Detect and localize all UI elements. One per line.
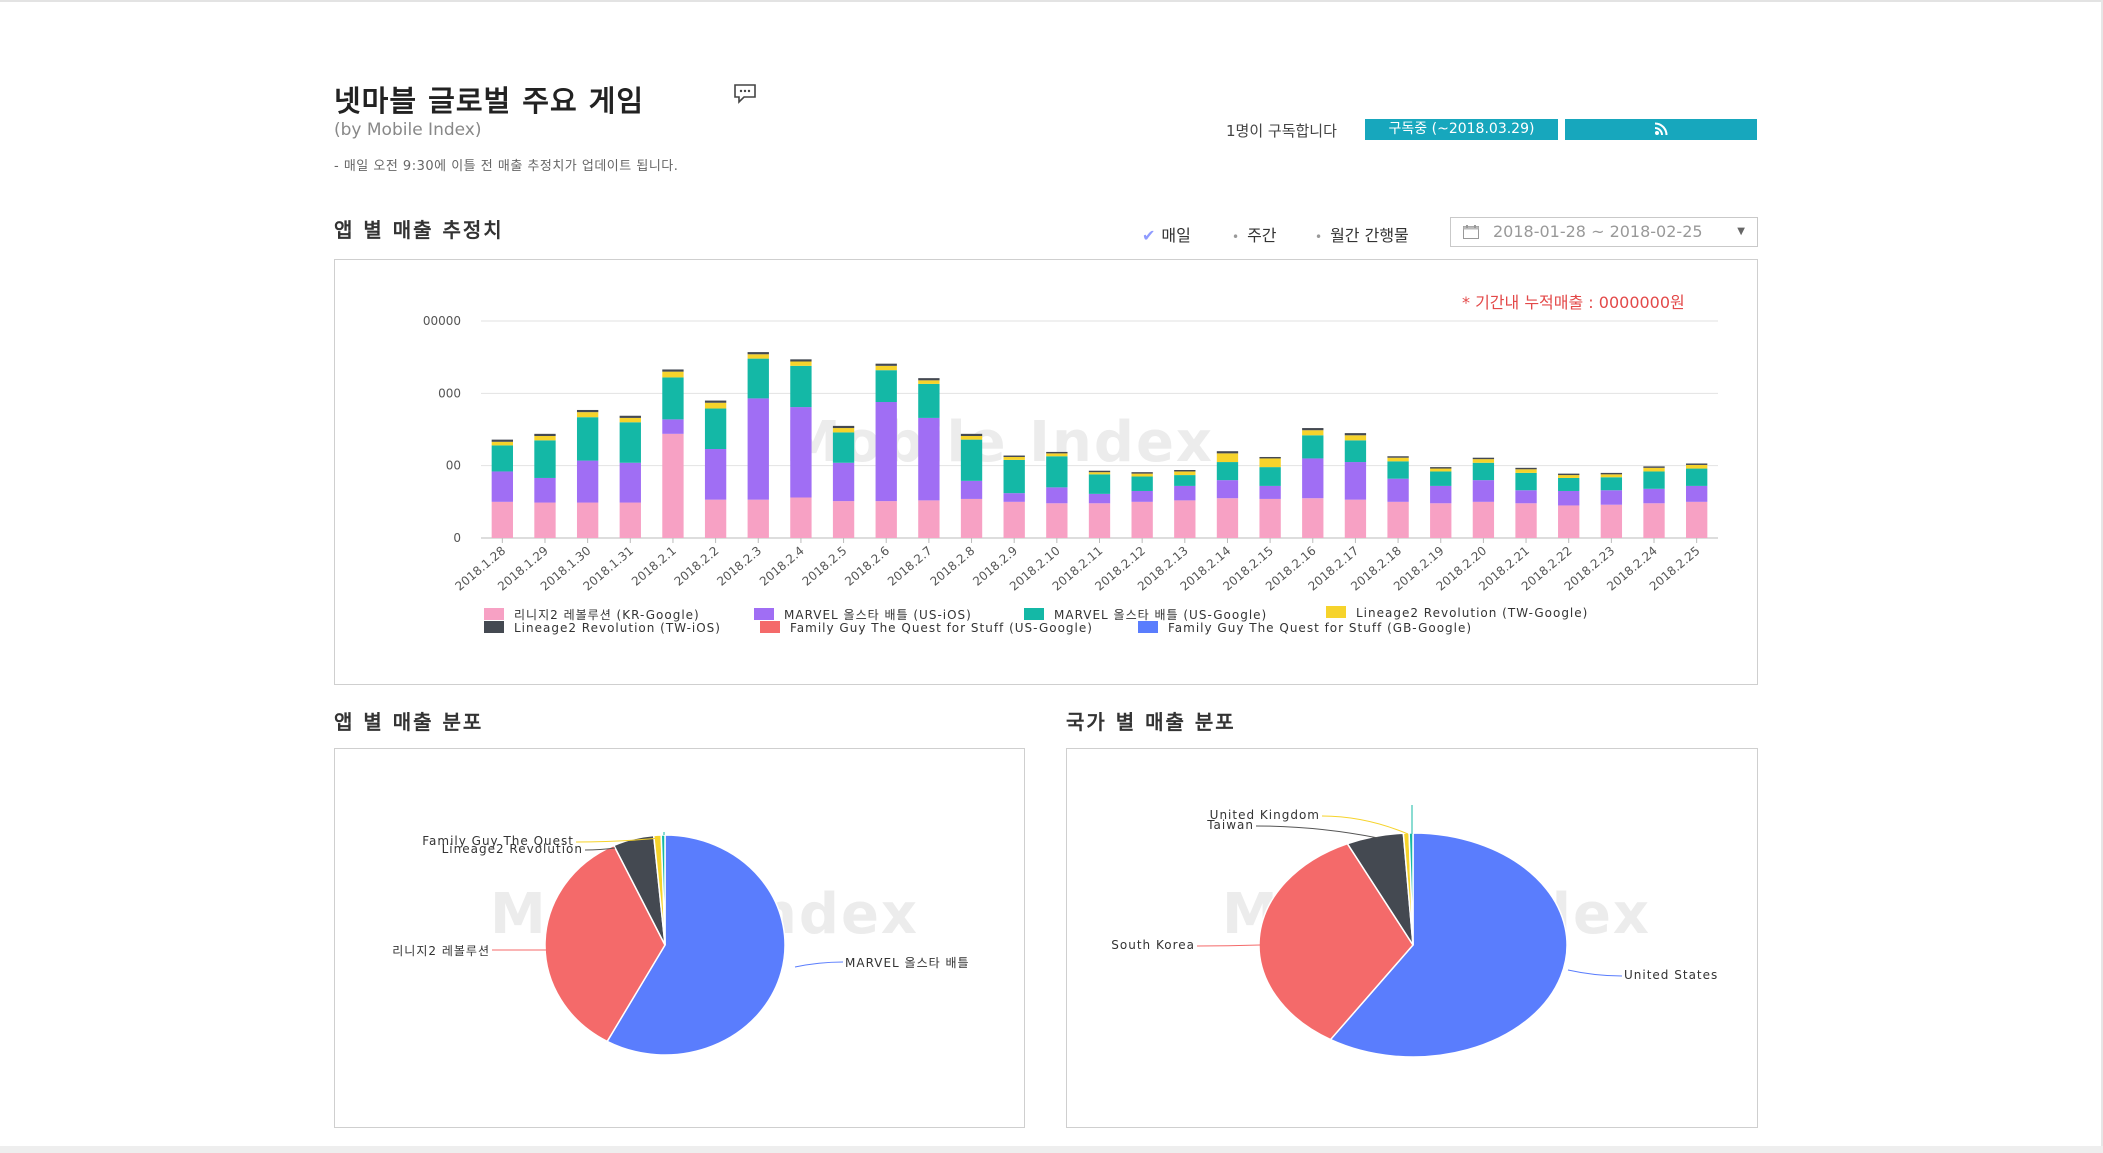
pie-slice-label: Lineage2 Revolution — [441, 842, 583, 856]
app-distribution-title: 앱 별 매출 분포 — [334, 710, 484, 734]
app-pie-watermark: Mobile Index — [490, 882, 920, 947]
legend-label: Lineage2 Revolution (TW-iOS) — [514, 621, 721, 635]
legend-swatch — [1326, 606, 1346, 618]
pie-slice-label: MARVEL 올스타 배틀 — [845, 956, 970, 970]
legend-item[interactable]: MARVEL 올스타 배틀 (US-iOS) — [754, 606, 972, 623]
legend-swatch — [484, 608, 504, 620]
legend-label: Family Guy The Quest for Stuff (GB-Googl… — [1168, 621, 1473, 635]
legend-item[interactable]: Lineage2 Revolution (TW-iOS) — [484, 621, 721, 635]
cumulative-revenue: * 기간내 누적매출 : 0000000원 — [1462, 293, 1685, 312]
legend-item[interactable]: 리니지2 레볼루션 (KR-Google) — [484, 606, 700, 623]
country-distribution-title: 국가 별 매출 분포 — [1066, 710, 1236, 734]
date-range-text: 2018-01-28 ~ 2018-02-25 — [1493, 222, 1703, 241]
legend-swatch — [484, 621, 504, 633]
legend-item[interactable]: Family Guy The Quest for Stuff (GB-Googl… — [1138, 621, 1472, 635]
pie-slice-label: South Korea — [1111, 938, 1195, 952]
top-border — [0, 0, 2103, 2]
pie-slice-label: United States — [1624, 968, 1719, 982]
legend-swatch — [1024, 608, 1044, 620]
rss-button[interactable] — [1565, 119, 1757, 140]
subscriber-count: 1명이 구독합니다 — [1226, 122, 1337, 140]
pie-slice-label: Family Guy The Quest — [422, 834, 574, 848]
calendar-icon — [1463, 225, 1479, 239]
right-scroll-edge — [2101, 0, 2103, 1153]
period-weekly[interactable]: • 주간 — [1232, 226, 1277, 245]
comment-icon[interactable] — [733, 84, 757, 104]
legend-label: 리니지2 레볼루션 (KR-Google) — [514, 608, 700, 622]
legend-label: MARVEL 올스타 배틀 (US-iOS) — [784, 608, 972, 622]
date-range-picker[interactable]: 2018-01-28 ~ 2018-02-25 ▼ — [1450, 217, 1758, 247]
pie-slice-label: Taiwan — [1207, 818, 1254, 832]
period-daily[interactable]: ✔ 매일 — [1142, 226, 1191, 245]
page-subtitle: (by Mobile Index) — [334, 120, 482, 140]
legend-swatch — [754, 608, 774, 620]
bullet-icon: • — [1315, 230, 1323, 244]
page-title: 넷마블 글로벌 주요 게임 — [334, 84, 645, 118]
update-notice: - 매일 오전 9:30에 이틀 전 매출 추정치가 업데이트 됩니다. — [334, 159, 679, 174]
legend-item[interactable]: MARVEL 올스타 배틀 (US-Google) — [1024, 606, 1267, 623]
legend-label: Lineage2 Revolution (TW-Google) — [1356, 606, 1589, 620]
legend-label: MARVEL 올스타 배틀 (US-Google) — [1054, 608, 1268, 622]
chart-watermark: Mobile Index — [785, 410, 1215, 475]
revenue-estimate-title: 앱 별 매출 추정치 — [334, 218, 504, 242]
legend-item[interactable]: Family Guy The Quest for Stuff (US-Googl… — [760, 621, 1093, 635]
check-icon: ✔ — [1142, 226, 1156, 245]
country-pie-watermark: Mobile Index — [1222, 882, 1652, 947]
pie-slice-label: 리니지2 레볼루션 — [392, 944, 490, 958]
pie-slice-label: United Kingdom — [1209, 808, 1320, 822]
rss-icon — [1654, 122, 1668, 136]
chevron-down-icon: ▼ — [1737, 226, 1745, 237]
legend-item[interactable]: Lineage2 Revolution (TW-Google) — [1326, 606, 1588, 620]
subscribe-status-button[interactable]: 구독중 (~2018.03.29) — [1365, 119, 1558, 140]
legend-label: Family Guy The Quest for Stuff (US-Googl… — [790, 621, 1093, 635]
bottom-border — [0, 1146, 2103, 1153]
period-monthly[interactable]: • 월간 간행물 — [1315, 226, 1409, 245]
app-pie-panel: Mobile Index — [334, 748, 1025, 1128]
legend-swatch — [1138, 621, 1158, 633]
legend-swatch — [760, 621, 780, 633]
bullet-icon: • — [1232, 230, 1240, 244]
